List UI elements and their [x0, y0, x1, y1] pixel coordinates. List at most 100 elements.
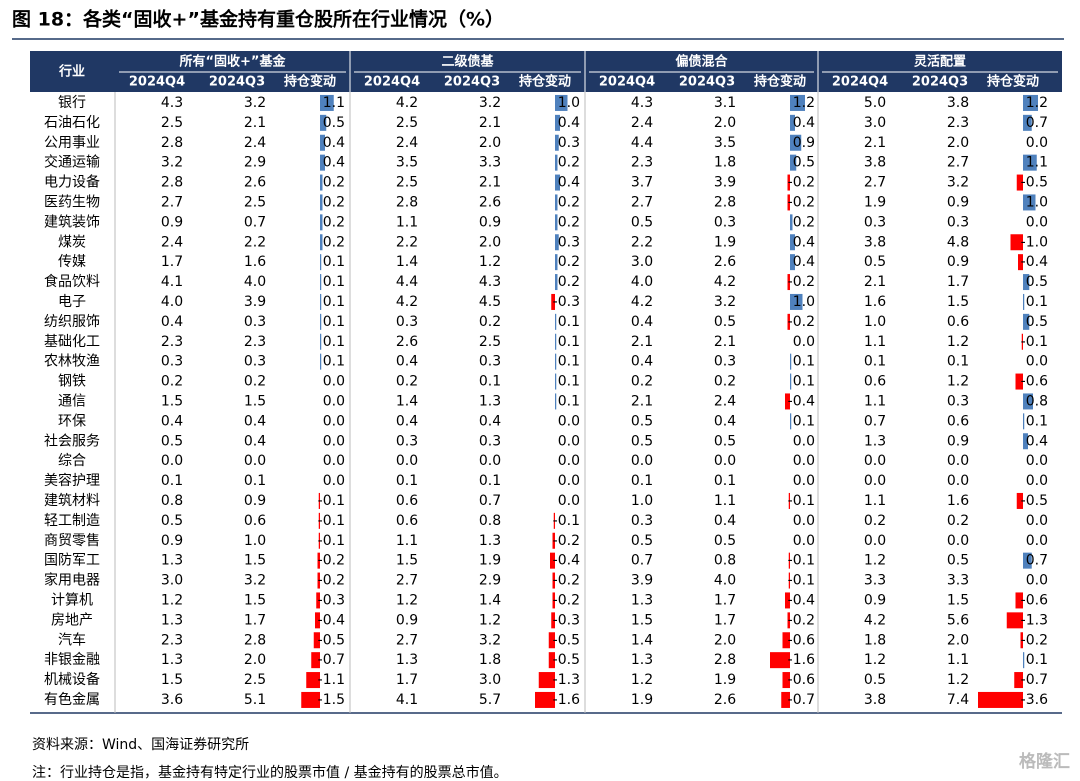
cell: 0.7	[479, 493, 501, 509]
cell: 1.2	[947, 672, 969, 688]
cell: 2.8	[714, 194, 736, 210]
cell: -1.6	[553, 692, 580, 708]
cell: 0.0	[161, 453, 183, 469]
cell: 0.4	[323, 155, 345, 171]
cell: 0.5	[1026, 314, 1048, 330]
cell: 0.0	[793, 433, 815, 449]
cell: 3.2	[244, 95, 266, 111]
cell: 1.3	[479, 533, 501, 549]
industry: 煤炭	[58, 234, 86, 250]
change-bar	[790, 114, 795, 131]
cell: 1.8	[864, 632, 886, 648]
change-bar	[315, 612, 320, 629]
cell: 0.9	[244, 493, 266, 509]
cell: 2.9	[244, 155, 266, 171]
change-bar	[1023, 652, 1025, 669]
cell: 0.2	[244, 374, 266, 390]
change-bar	[787, 274, 790, 291]
cell: 0.1	[793, 354, 815, 370]
change-bar	[1023, 433, 1028, 450]
change-bar	[320, 194, 323, 211]
column-header: 2024Q3	[912, 75, 968, 90]
cell: 2.3	[161, 334, 183, 350]
cell: 3.0	[479, 672, 501, 688]
cell: 0.2	[947, 513, 969, 529]
cell: 0.0	[479, 453, 501, 469]
cell: 0.2	[479, 314, 501, 330]
cell: 2.0	[714, 632, 736, 648]
cell: 2.3	[947, 115, 969, 131]
cell: -0.3	[318, 592, 345, 608]
cell: 0.2	[323, 214, 345, 230]
cell: 0.8	[1026, 393, 1048, 409]
change-bar	[790, 214, 793, 231]
cell: -0.7	[1021, 672, 1048, 688]
cell: 0.9	[161, 214, 183, 230]
cell: 2.1	[631, 334, 653, 350]
cell: 3.8	[864, 234, 886, 250]
cell: -0.1	[318, 513, 345, 529]
cell: 0.1	[558, 314, 580, 330]
cell: 0.3	[396, 433, 418, 449]
cell: 0.6	[947, 413, 969, 429]
cell: 0.9	[793, 135, 815, 151]
cell: 3.3	[947, 573, 969, 589]
cell: 0.4	[161, 413, 183, 429]
change-bar	[306, 672, 320, 689]
cell: 1.1	[864, 493, 886, 509]
change-bar	[555, 393, 557, 410]
change-bar	[1023, 94, 1038, 111]
cell: 1.9	[479, 553, 501, 569]
cell: 0.5	[631, 214, 653, 230]
cell: 0.0	[1026, 354, 1048, 370]
cell: 0.5	[714, 433, 736, 449]
industry: 基础化工	[44, 333, 100, 350]
cell: 2.1	[479, 115, 501, 131]
cell: 3.2	[244, 573, 266, 589]
cell: 0.3	[558, 135, 580, 151]
industry: 建筑装饰	[44, 214, 100, 230]
cell: 0.0	[1026, 135, 1048, 151]
cell: 1.5	[396, 553, 418, 569]
group-header: 灵活配置	[914, 54, 966, 70]
cell: 0.6	[396, 513, 418, 529]
cell: 1.0	[1026, 194, 1048, 210]
change-bar	[790, 134, 802, 151]
industry: 交通运输	[44, 154, 100, 171]
cell: 2.7	[631, 194, 653, 210]
cell: 1.2	[631, 672, 653, 688]
cell: 0.0	[323, 473, 345, 489]
industry: 美容护理	[44, 472, 100, 489]
cell: 0.1	[323, 254, 345, 270]
cell: 0.0	[323, 413, 345, 429]
industry: 公用事业	[44, 135, 100, 151]
cell: 0.2	[558, 214, 580, 230]
cell: 0.0	[1026, 513, 1048, 529]
industry: 国防军工	[44, 553, 100, 569]
cell: 0.1	[558, 393, 580, 409]
cell: 0.0	[1026, 473, 1048, 489]
cell: 0.3	[396, 314, 418, 330]
change-bar	[320, 333, 322, 350]
cell: -0.1	[318, 533, 345, 549]
cell: 2.1	[631, 393, 653, 409]
cell: 0.5	[947, 553, 969, 569]
cell: 5.0	[864, 95, 886, 111]
cell: 1.0	[864, 314, 886, 330]
cell: 1.3	[631, 652, 653, 668]
cell: 0.0	[323, 453, 345, 469]
cell: -0.2	[318, 573, 345, 589]
cell: 1.9	[864, 194, 886, 210]
cell: 1.0	[558, 95, 580, 111]
cell: 1.1	[714, 493, 736, 509]
cell: 0.2	[793, 214, 815, 230]
cell: 0.1	[558, 374, 580, 390]
cell: 0.4	[631, 354, 653, 370]
cell: 0.4	[479, 413, 501, 429]
cell: 0.3	[479, 354, 501, 370]
cell: 3.8	[864, 155, 886, 171]
cell: 0.8	[161, 493, 183, 509]
cell: 2.1	[714, 334, 736, 350]
change-bar	[555, 234, 559, 251]
cell: 0.4	[558, 175, 580, 191]
